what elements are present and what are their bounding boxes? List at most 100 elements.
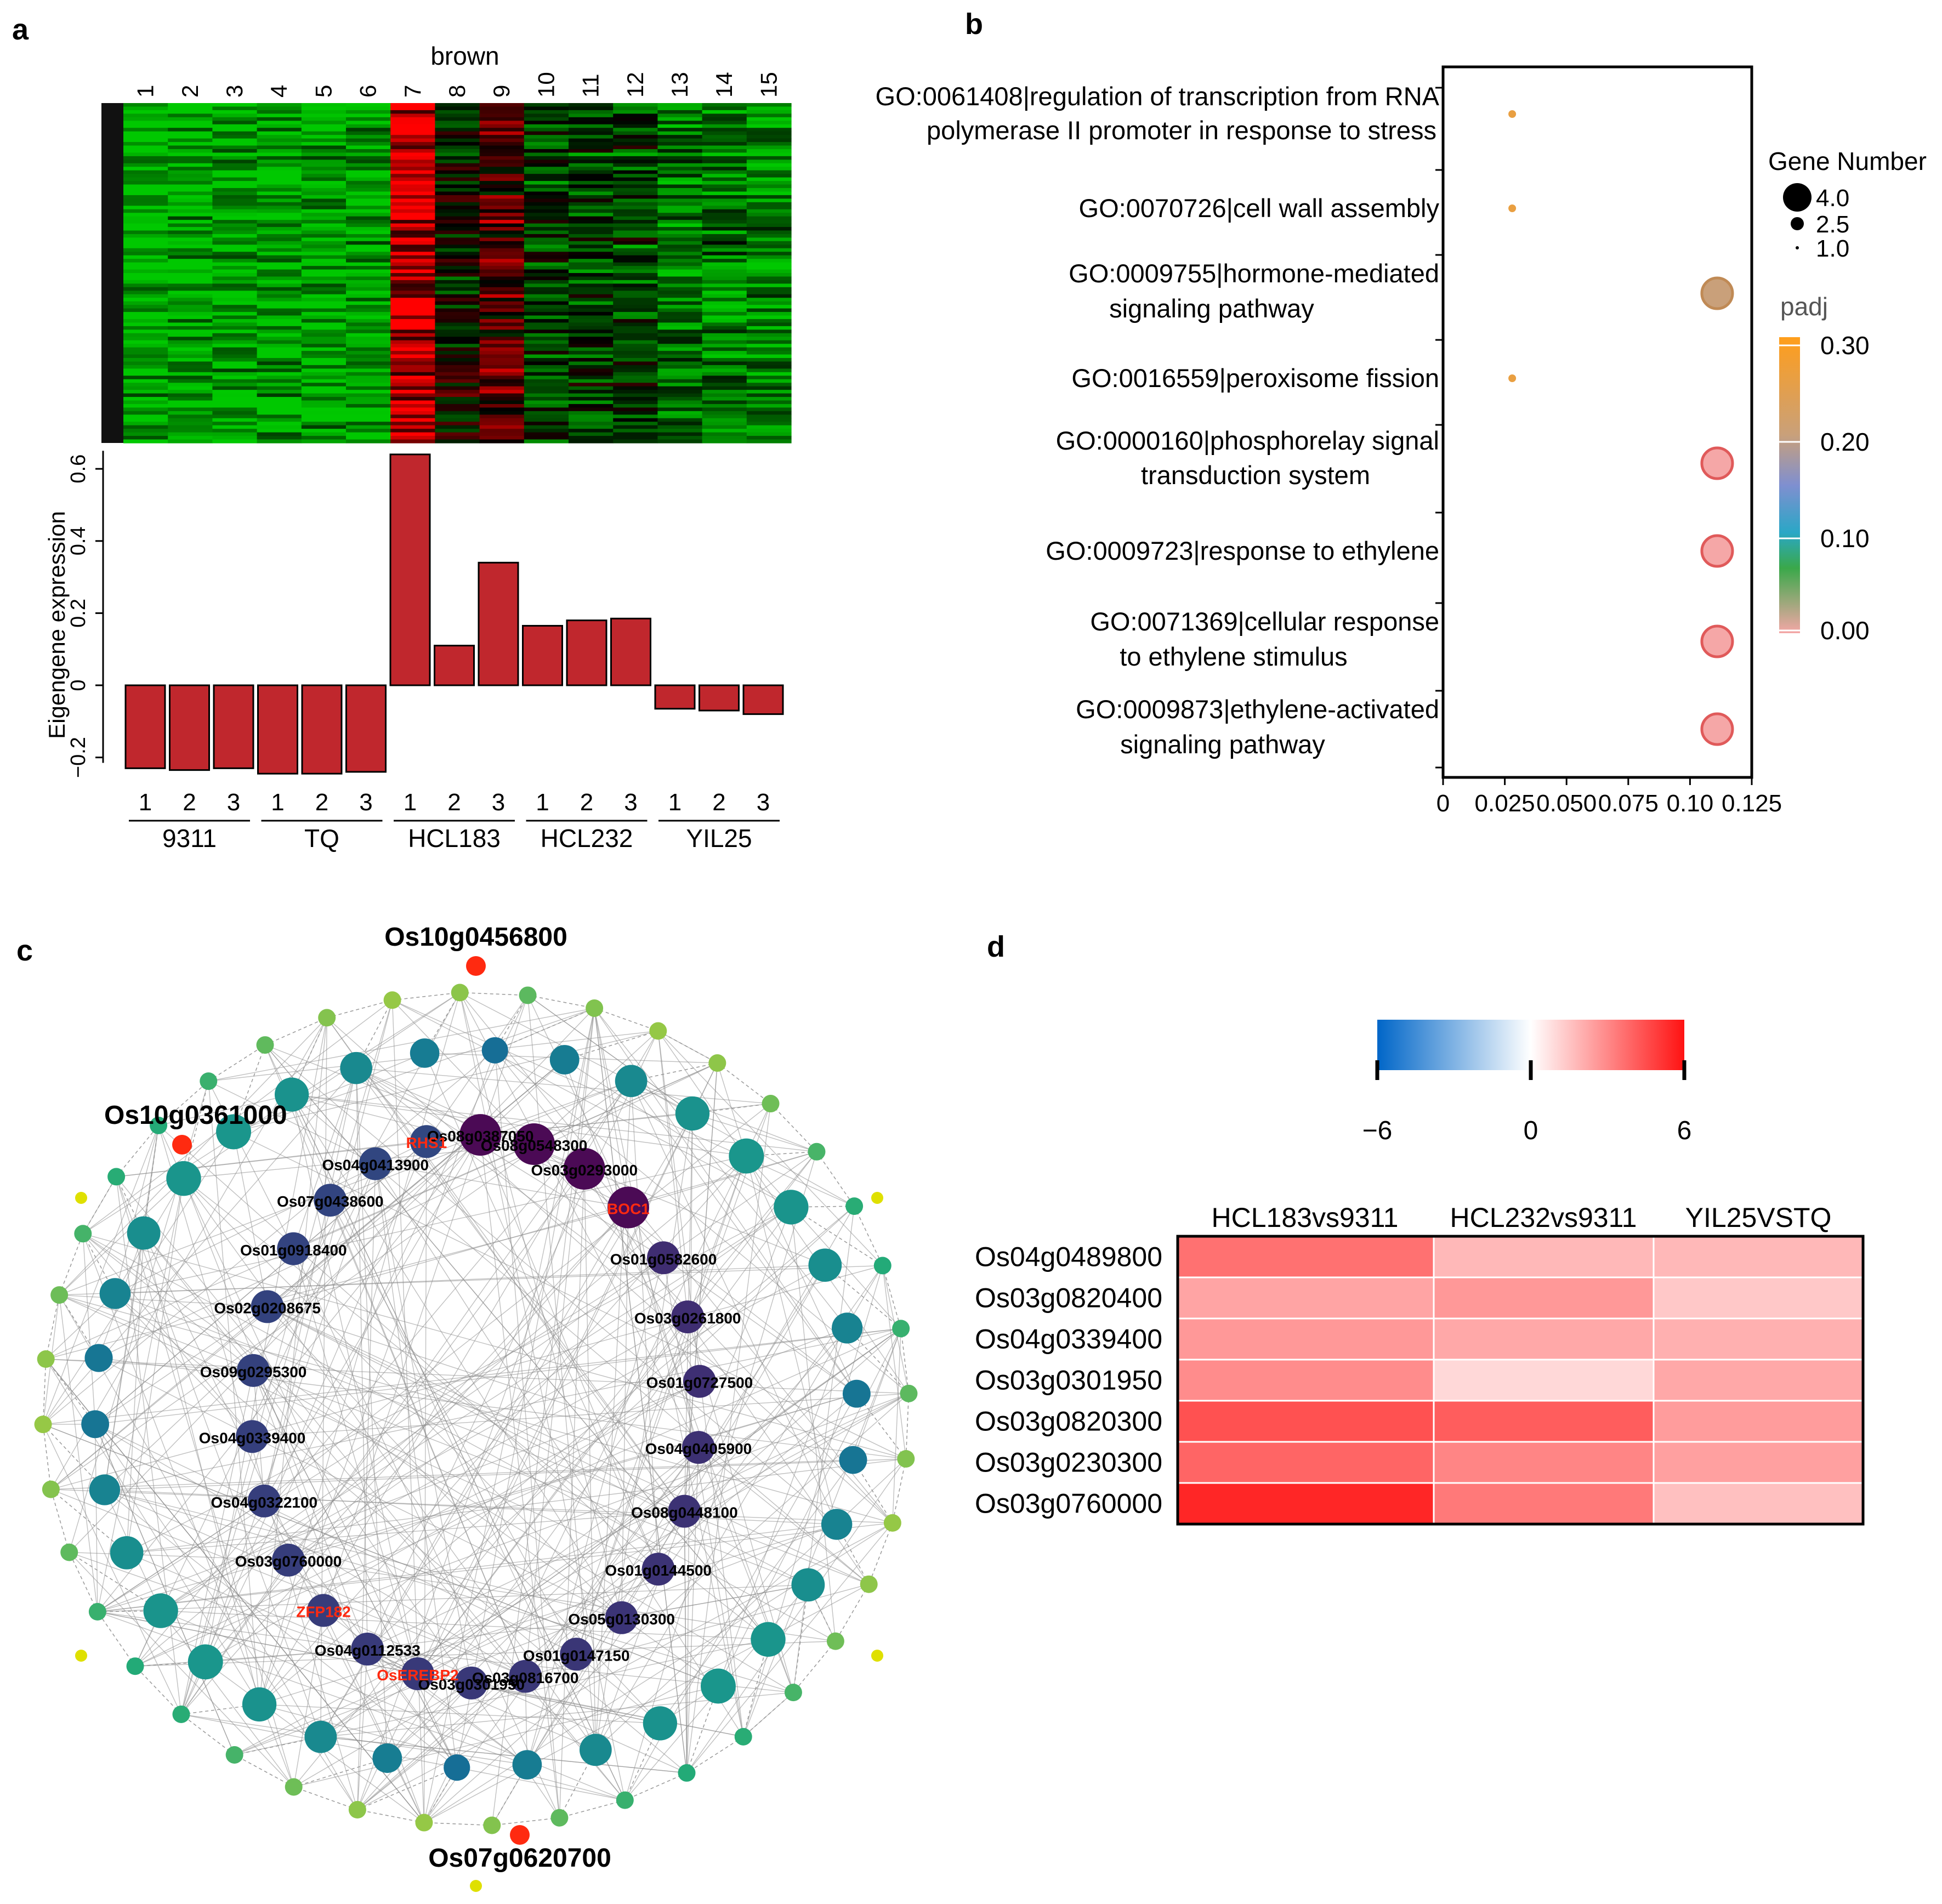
heatmap-cell xyxy=(168,298,213,302)
heatmap-cell xyxy=(702,131,747,135)
network-node-inner xyxy=(671,1300,705,1334)
eigengene-bar xyxy=(345,684,387,773)
heatmap-cell xyxy=(435,425,480,429)
heatmap-cell xyxy=(390,163,435,167)
heatmap-cell xyxy=(746,266,792,270)
network-node-outer xyxy=(519,986,537,1004)
network-edge xyxy=(158,1081,209,1126)
heatmap-cell xyxy=(435,390,480,394)
network-edge xyxy=(116,1176,144,1234)
heatmap-cell xyxy=(346,252,391,256)
network-edge xyxy=(264,1044,769,1640)
network-node-label: Os01g0147150 xyxy=(523,1647,630,1664)
heatmap-cell xyxy=(346,135,391,139)
heatmap-cell xyxy=(657,273,703,277)
heatmap-cell xyxy=(613,291,658,295)
network-edge xyxy=(657,1030,718,1064)
heatmap-cell xyxy=(301,344,347,348)
heatmap-cell xyxy=(390,209,435,213)
heatmap-cell xyxy=(346,400,391,405)
heatmap-cell xyxy=(657,390,703,394)
heatmap-cell xyxy=(524,283,569,288)
heatmap-cell xyxy=(702,436,747,440)
heatmap-cell xyxy=(390,174,435,178)
heatmap-cell xyxy=(346,287,391,291)
heatmap-cell xyxy=(346,368,391,373)
network-node-mid xyxy=(143,1593,178,1628)
network-edge xyxy=(527,994,693,1114)
heatmap-cell xyxy=(569,128,614,132)
heatmap-cell xyxy=(657,351,703,355)
network-node-mid xyxy=(275,1077,309,1112)
heatmap-cell xyxy=(479,407,525,412)
network-edge xyxy=(417,1328,901,1674)
heatmap-cell xyxy=(613,429,658,433)
heatmap-cell xyxy=(657,308,703,312)
network-edge xyxy=(770,1103,817,1152)
heatmap-cell xyxy=(524,294,569,298)
network-edge xyxy=(264,1044,526,1677)
network-node-outer xyxy=(50,1286,69,1304)
bar-category-label: 1 xyxy=(536,789,549,816)
heatmap-cell xyxy=(390,326,435,330)
heatmap-cell xyxy=(746,259,792,263)
heatmap-cell xyxy=(569,400,614,405)
heatmap-cell xyxy=(613,245,658,249)
network-edge xyxy=(375,1163,629,1208)
heatmap-cell xyxy=(569,294,614,298)
heatmap-cell xyxy=(524,280,569,284)
network-node-label: Os01g0918400 xyxy=(240,1242,347,1259)
heatmap-cell xyxy=(479,245,525,249)
network-edge xyxy=(495,1008,595,1051)
heatmap-cell xyxy=(657,206,703,210)
heatmap-cell xyxy=(435,432,480,436)
heatmap-cell xyxy=(257,163,302,167)
heatmap-cell xyxy=(524,110,569,114)
heatmap-cell xyxy=(524,403,569,408)
heatmap-cell xyxy=(479,365,525,369)
network-edge xyxy=(82,992,461,1234)
network-edge xyxy=(527,994,595,1009)
heatmap-cell xyxy=(212,160,258,164)
heatmap-cell xyxy=(123,422,168,426)
heatmap-cell xyxy=(569,227,614,231)
heatmap-cell xyxy=(524,227,569,231)
heatmap-column-label: 7 xyxy=(400,85,425,98)
heatmap-cell xyxy=(524,329,569,334)
heatmap-cell xyxy=(435,103,480,107)
heatmap-cell xyxy=(212,393,258,397)
heatmap-cell xyxy=(346,418,391,422)
heatmap-cell xyxy=(168,361,213,366)
heatmap-cell xyxy=(657,145,703,150)
network-edge xyxy=(267,1306,661,1724)
heatmap-cell xyxy=(479,287,525,291)
heatmap-cell xyxy=(569,106,614,111)
heatmap-cell xyxy=(569,269,614,274)
bar-category-label: 3 xyxy=(757,789,770,816)
heatmap-cell xyxy=(390,386,435,390)
size-legend-dot xyxy=(1783,183,1812,212)
network-edge xyxy=(259,1031,658,1705)
heatmap-cell xyxy=(657,407,703,412)
hub-node-bottom xyxy=(510,1825,530,1845)
network-edge xyxy=(69,1551,289,1561)
heatmap-cell xyxy=(524,145,569,150)
network-edge xyxy=(624,1772,687,1801)
heatmap-cell xyxy=(702,206,747,210)
heatmap-cell xyxy=(479,142,525,146)
network-edge xyxy=(357,1328,901,1810)
network-edge xyxy=(584,1168,870,1585)
heatmap-cell xyxy=(746,156,792,160)
network-edge xyxy=(97,1611,136,1667)
color-legend-label: 0.20 xyxy=(1820,428,1870,456)
heatmap-cell xyxy=(702,170,747,174)
network-edge xyxy=(793,1584,809,1693)
heatmap-cell xyxy=(524,152,569,157)
heatmap-cell xyxy=(702,344,747,348)
heatmap-cell xyxy=(569,110,614,114)
heatmap-cell xyxy=(657,425,703,429)
network-edge xyxy=(892,1328,901,1523)
heatmap-cell xyxy=(346,191,391,196)
heatmap-cell xyxy=(212,216,258,220)
